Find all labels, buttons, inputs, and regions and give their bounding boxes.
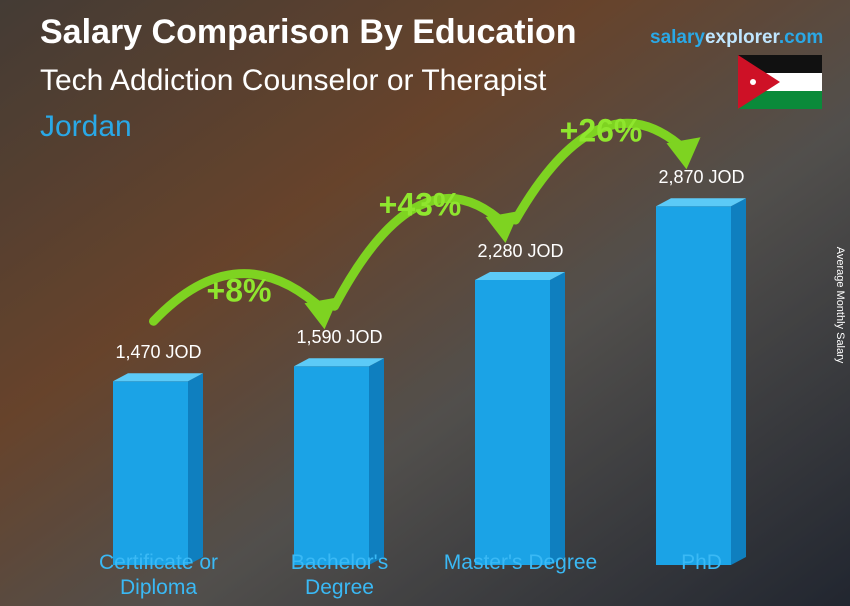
bar-top: [656, 198, 746, 207]
x-tick-label: Master's Degree: [443, 551, 598, 574]
bar-front: [294, 366, 369, 565]
bar-side: [550, 272, 565, 565]
change-arrow: [149, 269, 329, 326]
change-arrowhead: [485, 211, 520, 243]
bar-front: [656, 206, 731, 565]
bar: [656, 198, 746, 565]
bar-front: [475, 280, 550, 565]
country: Jordan: [40, 110, 132, 143]
bar-side: [369, 358, 384, 565]
brand-part: .com: [779, 27, 823, 48]
x-tick-label: Bachelor's Degree: [290, 551, 389, 599]
bar: [113, 373, 203, 565]
bar-top: [475, 272, 565, 280]
change-label: +26%: [560, 113, 643, 149]
value-label: 1,590 JOD: [296, 327, 382, 347]
change-label: +8%: [207, 273, 272, 309]
change-arrowhead: [666, 137, 701, 170]
change-arrow: [330, 194, 510, 311]
brand-part: explorer: [705, 27, 781, 48]
flag-star: [750, 79, 756, 85]
value-label: 2,280 JOD: [477, 241, 563, 261]
change-arrowhead: [304, 297, 339, 330]
brand: salaryexplorer.com: [650, 27, 823, 48]
x-tick-label: PhD: [681, 551, 722, 574]
bar-top: [294, 358, 384, 367]
x-tick-label: Certificate or Diploma: [98, 551, 219, 599]
bar-front: [113, 381, 188, 565]
flag: [738, 55, 822, 109]
bar-side: [731, 198, 746, 565]
value-label: 1,470 JOD: [115, 342, 201, 362]
bar-top: [113, 373, 203, 382]
change-arrow: [511, 118, 691, 225]
y-axis-label: Average Monthly Salary: [834, 247, 846, 364]
flag-triangle: [738, 55, 780, 109]
brand-part: salary: [650, 27, 705, 48]
change-label: +43%: [379, 186, 462, 222]
value-label: 2,870 JOD: [658, 167, 744, 187]
chart-subtitle: Tech Addiction Counselor or Therapist: [40, 64, 547, 97]
bar: [475, 272, 565, 565]
bar: [294, 358, 384, 565]
bar-side: [188, 373, 203, 565]
chart-title: Salary Comparison By Education: [40, 13, 577, 51]
